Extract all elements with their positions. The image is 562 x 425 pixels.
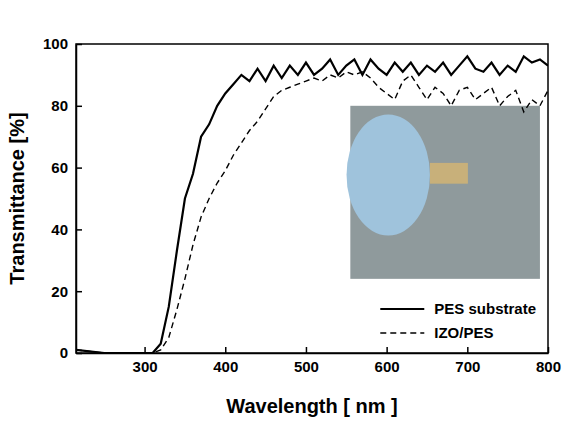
y-tick-label: 0 [60,344,68,361]
y-tick-label: 20 [51,283,68,300]
x-tick-label: 500 [294,358,319,375]
x-tick-mark [225,347,227,353]
x-tick-label: 800 [536,358,561,375]
x-tick-mark [306,347,308,353]
legend-swatch [380,308,424,310]
x-tick-label: 700 [455,358,480,375]
y-tick-mark [76,353,82,355]
x-axis-title: Wavelength [ nm ] [226,395,397,417]
y-tick: 40 [51,221,82,238]
y-tick: 80 [51,97,82,114]
y-tick-mark [76,106,82,108]
series-line [76,56,548,353]
x-tick: 700 [455,347,480,375]
y-tick-mark [76,291,82,293]
y-tick: 0 [60,344,82,361]
legend-swatch [380,332,424,333]
chart: 300 400 500 600 700 800 0 20 40 60 80 100 PES substr… [0,0,562,425]
x-tick: 800 [536,347,561,375]
y-tick: 100 [43,35,82,52]
y-tick-mark [76,167,82,169]
x-tick-label: 600 [375,358,400,375]
inset-photo [347,106,540,279]
legend: PES substrate IZO/PES [380,300,536,341]
x-axis: 300 400 500 600 700 800 [77,347,562,375]
lines [76,56,548,353]
y-tick: 60 [51,159,82,176]
plot: 300 400 500 600 700 800 0 20 40 60 80 100 PES substr… [43,35,561,374]
x-tick-label: 400 [213,358,238,375]
legend-label: IZO/PES [434,324,493,341]
x-tick: 500 [294,347,319,375]
legend-item: IZO/PES [380,324,493,341]
legend-item: PES substrate [380,300,536,317]
y-tick-label: 40 [51,221,68,238]
x-tick-mark [548,347,550,353]
x-tick-label: 300 [133,358,158,375]
y-tick-label: 80 [51,97,68,114]
inset-glove [347,114,430,235]
x-tick-mark [386,347,388,353]
x-tick: 400 [213,347,238,375]
y-tick-label: 60 [51,159,68,176]
inset-film [430,163,468,184]
y-axis-line [76,45,78,354]
x-tick-mark [467,347,469,353]
y-axis-title: Transmittance [%] [6,112,28,284]
legend-label: PES substrate [434,300,536,317]
x-tick: 600 [375,347,400,375]
series-line [76,72,548,353]
y-tick-label: 100 [43,35,68,52]
y-tick: 20 [51,283,82,300]
y-tick-mark [76,44,82,46]
y-axis: 0 20 40 60 80 100 [43,35,82,361]
y-tick-mark [76,229,82,231]
plot-frame [76,44,548,353]
